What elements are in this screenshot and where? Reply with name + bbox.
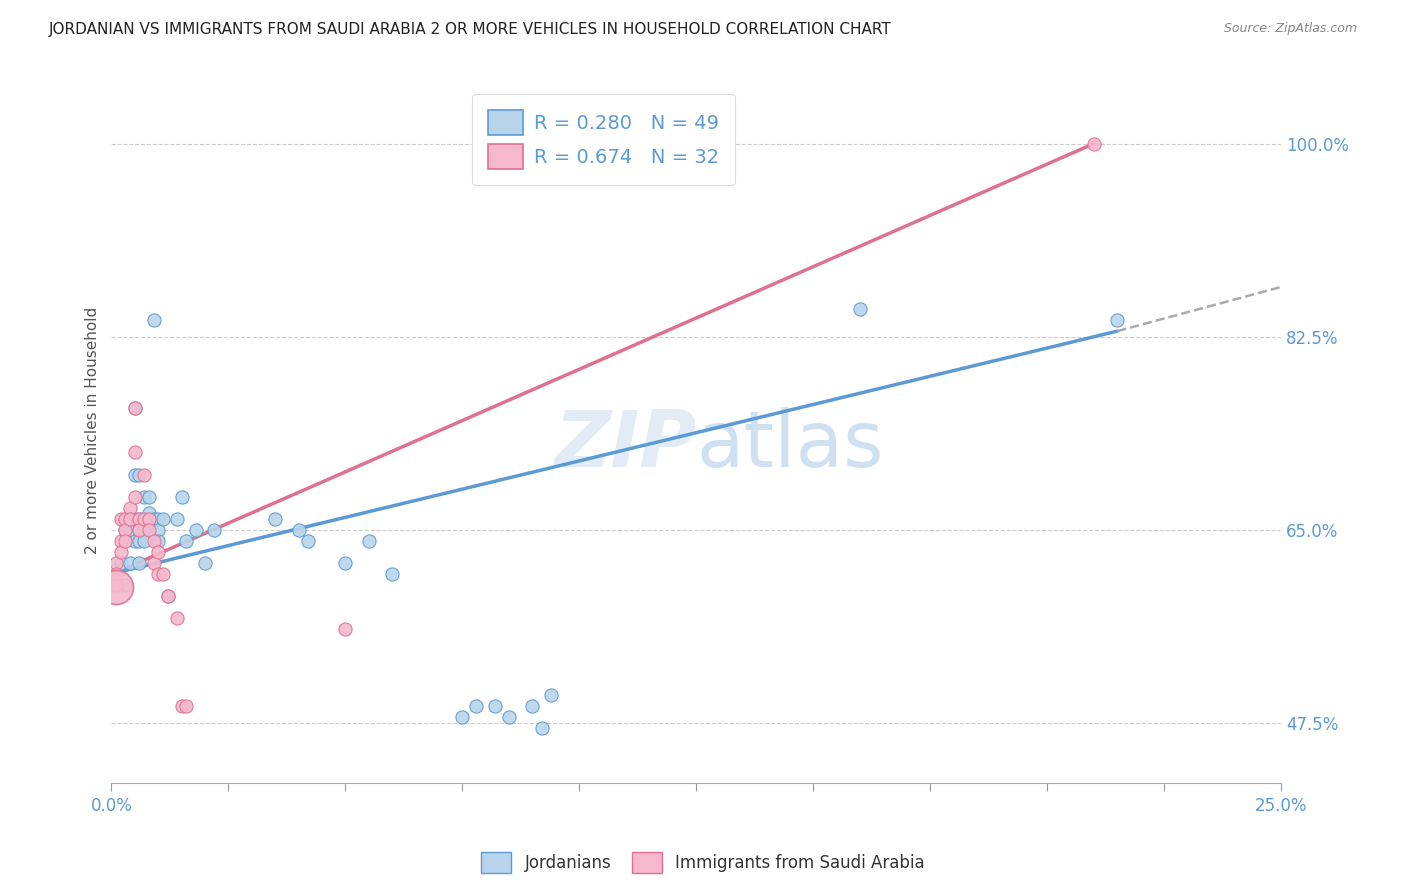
Point xyxy=(128,511,150,525)
Point xyxy=(128,523,150,537)
Point xyxy=(264,511,287,525)
Point xyxy=(184,523,207,537)
Point xyxy=(105,578,128,592)
Point xyxy=(124,445,146,459)
Point xyxy=(124,401,146,416)
Point xyxy=(166,511,188,525)
Point xyxy=(114,523,136,537)
Point xyxy=(357,533,380,548)
Point xyxy=(124,401,146,416)
Point xyxy=(110,556,132,570)
Text: JORDANIAN VS IMMIGRANTS FROM SAUDI ARABIA 2 OR MORE VEHICLES IN HOUSEHOLD CORREL: JORDANIAN VS IMMIGRANTS FROM SAUDI ARABI… xyxy=(49,22,891,37)
Text: atlas: atlas xyxy=(696,407,884,483)
Point xyxy=(120,556,142,570)
Point xyxy=(148,545,170,559)
Point xyxy=(110,533,132,548)
Point xyxy=(124,490,146,504)
Point xyxy=(498,710,520,724)
Point xyxy=(120,511,142,525)
Point xyxy=(114,578,136,592)
Point xyxy=(124,467,146,482)
Point xyxy=(105,580,128,594)
Point xyxy=(335,556,357,570)
Point xyxy=(142,533,165,548)
Point xyxy=(540,688,562,702)
Point xyxy=(134,467,156,482)
Point xyxy=(530,721,553,735)
Point xyxy=(1107,313,1129,327)
Point xyxy=(110,545,132,559)
Point xyxy=(142,511,165,525)
Point xyxy=(174,533,197,548)
Point xyxy=(138,523,160,537)
Point xyxy=(120,511,142,525)
Point xyxy=(148,511,170,525)
Point xyxy=(128,467,150,482)
Point xyxy=(128,556,150,570)
Point xyxy=(134,490,156,504)
Legend: R = 0.280   N = 49, R = 0.674   N = 32: R = 0.280 N = 49, R = 0.674 N = 32 xyxy=(472,95,735,185)
Point xyxy=(194,556,217,570)
Point xyxy=(148,533,170,548)
Y-axis label: 2 or more Vehicles in Household: 2 or more Vehicles in Household xyxy=(86,307,100,554)
Point xyxy=(134,511,156,525)
Point xyxy=(114,533,136,548)
Point xyxy=(142,556,165,570)
Text: Source: ZipAtlas.com: Source: ZipAtlas.com xyxy=(1223,22,1357,36)
Point xyxy=(134,523,156,537)
Point xyxy=(134,511,156,525)
Point xyxy=(114,523,136,537)
Point xyxy=(287,523,309,537)
Point xyxy=(451,710,474,724)
Point xyxy=(202,523,225,537)
Point xyxy=(152,511,174,525)
Point xyxy=(148,566,170,581)
Point xyxy=(174,699,197,714)
Point xyxy=(128,533,150,548)
Point xyxy=(522,699,544,714)
Point xyxy=(128,523,150,537)
Point xyxy=(120,523,142,537)
Point xyxy=(849,301,872,316)
Point xyxy=(134,533,156,548)
Point xyxy=(170,490,193,504)
Point xyxy=(138,490,160,504)
Point xyxy=(156,589,179,603)
Point xyxy=(148,523,170,537)
Point xyxy=(335,622,357,636)
Point xyxy=(484,699,506,714)
Point xyxy=(138,511,160,525)
Point xyxy=(105,566,128,581)
Point xyxy=(128,511,150,525)
Point xyxy=(152,566,174,581)
Point xyxy=(138,506,160,520)
Point xyxy=(170,699,193,714)
Legend: Jordanians, Immigrants from Saudi Arabia: Jordanians, Immigrants from Saudi Arabia xyxy=(475,846,931,880)
Point xyxy=(142,313,165,327)
Point xyxy=(124,533,146,548)
Point xyxy=(114,511,136,525)
Point xyxy=(124,511,146,525)
Point xyxy=(297,533,319,548)
Point xyxy=(166,611,188,625)
Point xyxy=(381,566,404,581)
Point xyxy=(156,589,179,603)
Point xyxy=(1083,136,1105,151)
Point xyxy=(120,500,142,515)
Text: ZIP: ZIP xyxy=(554,407,696,483)
Point xyxy=(465,699,488,714)
Point xyxy=(105,556,128,570)
Point xyxy=(110,511,132,525)
